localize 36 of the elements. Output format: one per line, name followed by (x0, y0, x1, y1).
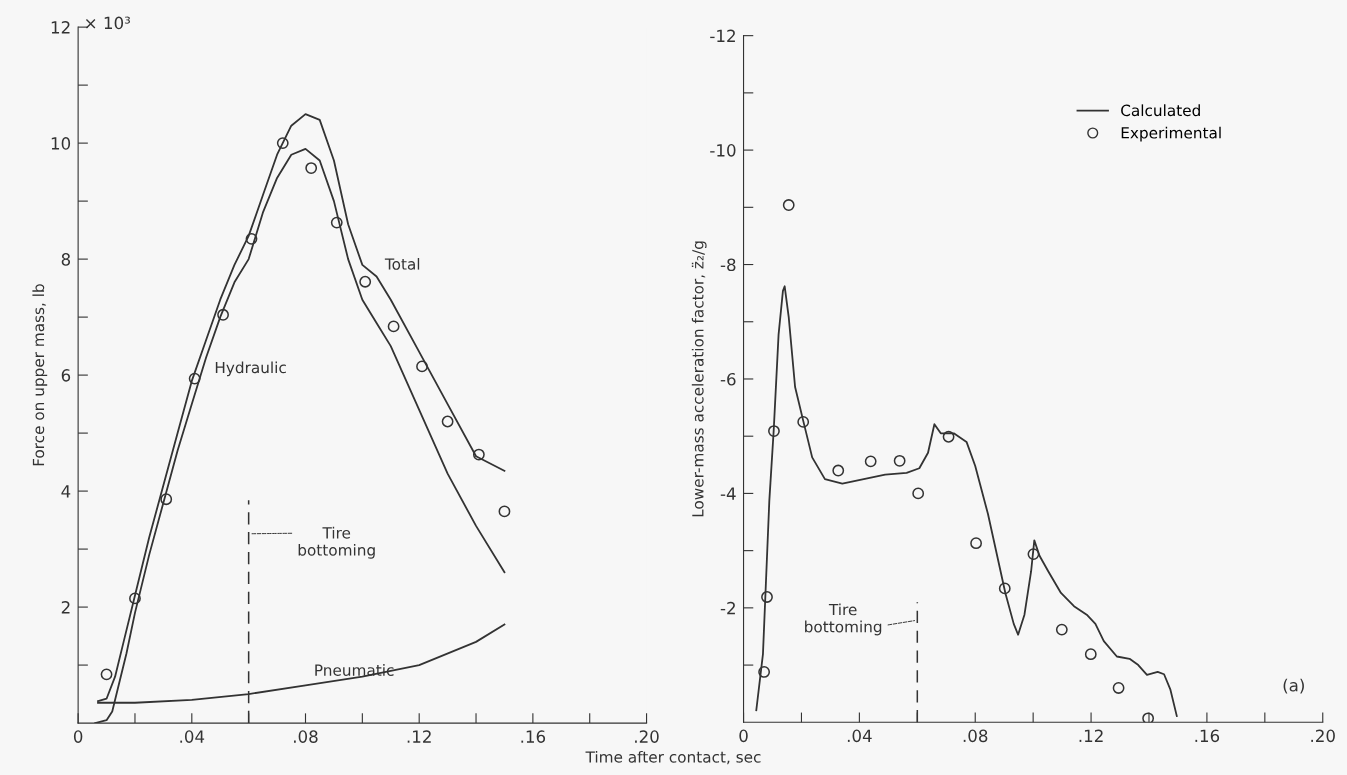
x-tick-label: 0 (739, 729, 748, 743)
annotation: (a) (1283, 678, 1304, 694)
x-tick-label: .08 (963, 729, 988, 743)
ref-line-label: Tire bottoming (805, 603, 882, 636)
y-axis-title: Lower-mass acceleration factor, z̈₂/g (691, 241, 707, 517)
y-tick-label: -2 (720, 601, 735, 615)
ref-line-label: Tire bottoming (298, 526, 375, 559)
y-tick-label: -4 (720, 487, 736, 500)
x-tick-label: .16 (1195, 729, 1220, 743)
x-tick-label: .12 (1079, 729, 1103, 742)
x-tick-label: .12 (407, 730, 431, 743)
legend-label: Experimental (1121, 126, 1221, 142)
x-axis-title: Time after contact, sec (585, 750, 761, 765)
y-tick-label: 10 (51, 137, 71, 150)
x-tick-label: .16 (521, 730, 546, 743)
y-tick-label: -8 (720, 258, 736, 272)
x-tick-label: .20 (635, 730, 659, 743)
y-tick-label: -6 (720, 372, 736, 386)
y-tick-label: 8 (61, 253, 71, 266)
x-tick-label: .04 (180, 730, 205, 743)
x-tick-label: 0 (73, 730, 83, 743)
y-tick-label: 4 (61, 485, 71, 498)
y-tick-label: 12 (51, 21, 70, 34)
series-label: Hydraulic (215, 361, 286, 377)
series-label: Pneumatic (315, 664, 394, 676)
x-tick-label: .04 (847, 729, 872, 743)
legend-label: Calculated (1121, 104, 1200, 117)
series-label: Total (384, 258, 420, 270)
annotation: × 10³ (85, 16, 130, 30)
y-tick-label: 6 (61, 369, 71, 382)
x-tick-label: .20 (1311, 729, 1335, 743)
y-axis-title: Force on upper mass, lb (32, 284, 48, 466)
y-tick-label: -12 (710, 29, 735, 42)
y-tick-label: -10 (710, 144, 736, 157)
y-tick-label: 2 (61, 601, 70, 614)
x-tick-label: .08 (294, 730, 318, 743)
